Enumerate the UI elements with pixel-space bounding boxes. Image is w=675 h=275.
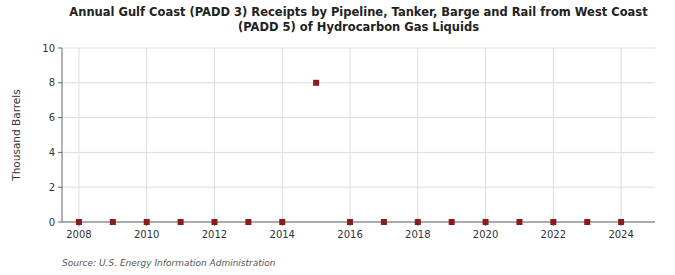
grid-line-y: [62, 152, 655, 153]
y-tick-label: 10: [42, 43, 55, 54]
grid-line-x: [146, 48, 147, 222]
point: [516, 219, 522, 225]
y-tick: [58, 82, 62, 83]
title-line: (PADD 5) of Hydrocarbon Gas Liquids: [238, 20, 479, 34]
y-tick: [58, 187, 62, 188]
point: [144, 219, 150, 225]
point: [584, 219, 590, 225]
grid-line-x: [282, 48, 283, 222]
point: [76, 219, 82, 225]
point: [245, 219, 251, 225]
y-tick-label: 8: [49, 77, 55, 88]
point: [550, 219, 556, 225]
point: [211, 219, 217, 225]
point: [618, 219, 624, 225]
point: [110, 219, 116, 225]
grid-line-y: [62, 187, 655, 188]
y-tick-label: 2: [49, 182, 55, 193]
point: [178, 219, 184, 225]
grid-line-y: [62, 82, 655, 83]
grid-line-y: [62, 48, 655, 49]
grid-line-x: [621, 48, 622, 222]
y-tick-label: 4: [49, 147, 55, 158]
grid-line-x: [214, 48, 215, 222]
x-tick-label: 2014: [270, 229, 295, 240]
y-tick: [58, 222, 62, 223]
y-tick: [58, 152, 62, 153]
x-tick-label: 2012: [202, 229, 227, 240]
chart: Annual Gulf Coast (PADD 3) Receipts by P…: [0, 0, 675, 275]
title-line: Annual Gulf Coast (PADD 3) Receipts by P…: [69, 5, 648, 19]
point: [483, 219, 489, 225]
grid-line-x: [485, 48, 486, 222]
y-tick: [58, 48, 62, 49]
y-tick-label: 0: [49, 217, 55, 228]
point: [381, 219, 387, 225]
title: Annual Gulf Coast (PADD 3) Receipts by P…: [69, 5, 648, 34]
point: [313, 80, 319, 86]
grid-line-y: [62, 117, 655, 118]
grid-line-x: [350, 48, 351, 222]
grid-line-x: [78, 48, 79, 222]
x-tick-label: 2024: [608, 229, 633, 240]
grid-line-y: [62, 222, 655, 223]
y-axis-label: Thousand Barrels: [10, 89, 22, 181]
grid-line-x: [417, 48, 418, 222]
y-axis-line: [62, 48, 63, 222]
x-tick-label: 2010: [134, 229, 159, 240]
x-tick-label: 2020: [473, 229, 498, 240]
point: [415, 219, 421, 225]
x-axis-line: [62, 222, 655, 223]
y-tick: [58, 117, 62, 118]
point: [279, 219, 285, 225]
grid-line-x: [553, 48, 554, 222]
x-tick-label: 2018: [405, 229, 430, 240]
x-tick-label: 2016: [337, 229, 362, 240]
marks: [76, 80, 624, 225]
source: Source: U.S. Energy Information Administ…: [62, 258, 276, 268]
point: [347, 219, 353, 225]
y-tick-label: 6: [49, 112, 55, 123]
point: [449, 219, 455, 225]
x-tick-label: 2008: [66, 229, 91, 240]
x-tick-label: 2022: [541, 229, 566, 240]
